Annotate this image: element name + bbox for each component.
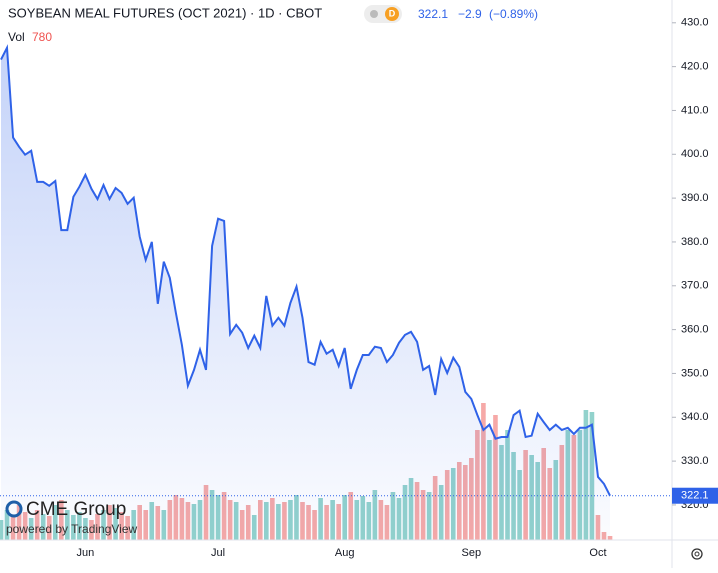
powered-by: powered by TradingView [6,522,138,536]
settings-icon[interactable] [691,548,703,560]
y-tick-label: 430.0 [681,17,709,29]
gear[interactable] [691,548,703,560]
logo-icon [5,500,23,518]
y-tick-label: 340.0 [681,411,709,423]
change-pct: (−0.89%) [489,7,538,21]
change: −2.9 [458,7,482,21]
x-tick-label: Aug [335,547,355,559]
x-tick-label: Jun [77,547,95,559]
volume-bar [607,536,613,540]
y-tick-label: 360.0 [681,324,709,336]
x-tick-label: Sep [462,547,482,559]
x-tick-label: Jul [211,547,225,559]
logo-text: CME Group [26,499,126,520]
x-tick-label: Oct [589,547,606,559]
price-line [0,44,611,497]
y-tick-label: 390.0 [681,192,709,204]
y-tick-label: 400.0 [681,148,709,160]
badge: D [389,8,396,18]
logo: CME Group powered by TradingView [5,499,138,536]
volume-last: 780 [32,30,52,44]
price-area [1,47,611,541]
gear-core[interactable] [694,551,700,557]
badge-circle [385,7,399,21]
y-tick-label: 380.0 [681,236,709,248]
y-tick-label: 330.0 [681,455,709,467]
y-tick-label: 420.0 [681,61,709,73]
last-price-label: 322.1 [681,490,709,502]
chart-title: SOYBEAN MEAL FUTURES (OCT 2021) · 1D · C… [8,5,322,20]
badge-dot [370,10,378,18]
last-price-box [672,487,718,504]
last-price: 322.1 [418,7,448,21]
y-tick-label: 410.0 [681,104,709,116]
volume-label: Vol [8,30,25,44]
y-tick-label: 370.0 [681,280,709,292]
y-tick-label: 350.0 [681,367,709,379]
plot-area [0,44,613,541]
